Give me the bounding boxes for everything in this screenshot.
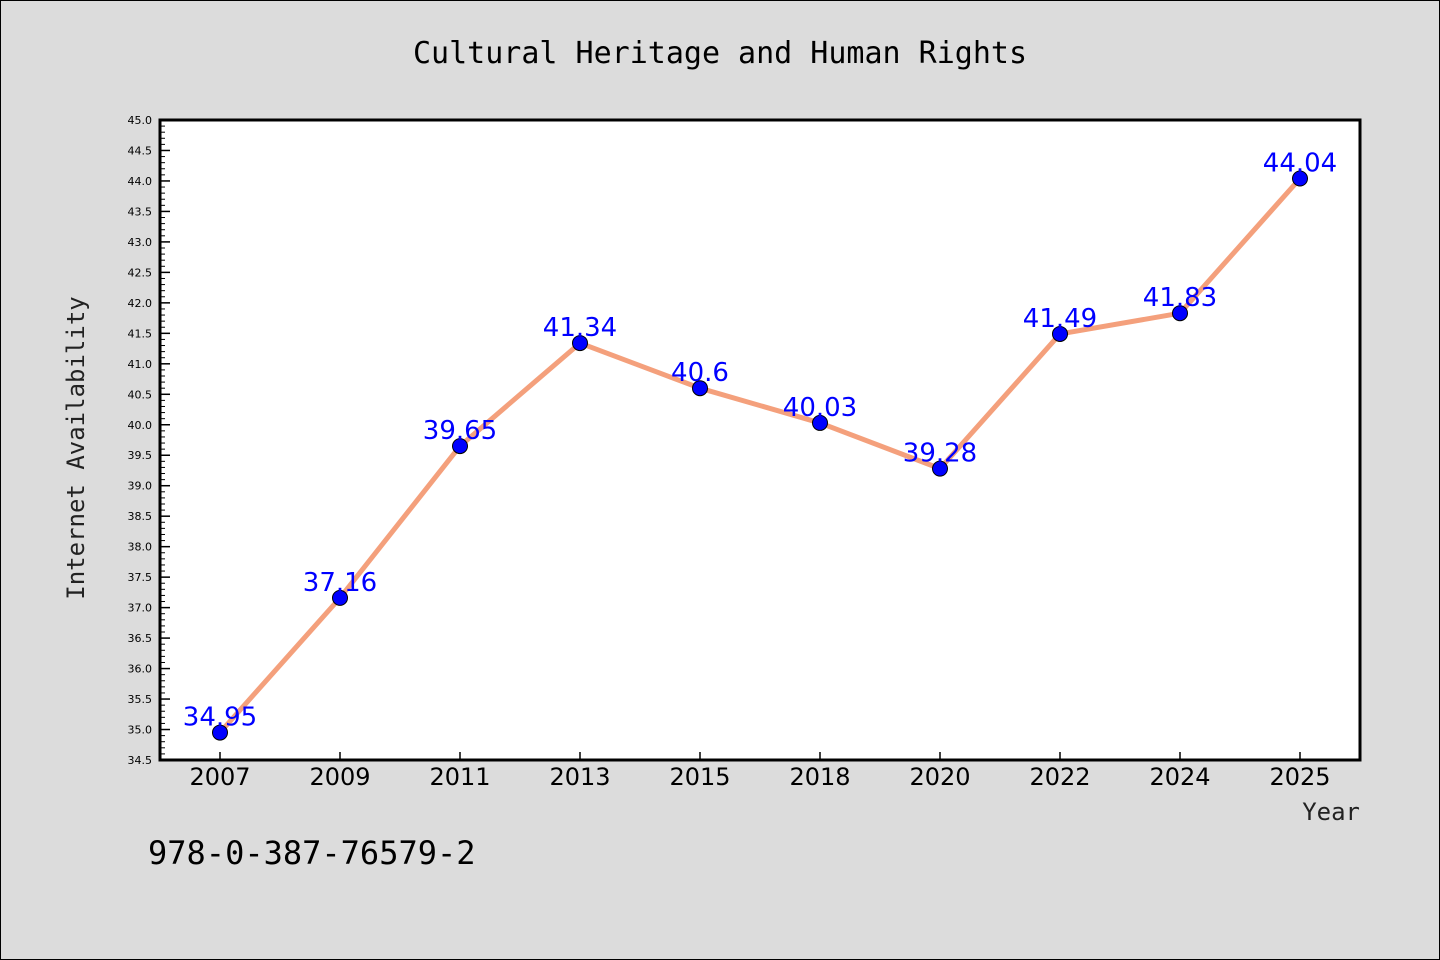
data-label: 40.6	[671, 358, 729, 388]
y-tick-label: 36.5	[128, 632, 153, 645]
data-point	[1172, 305, 1188, 322]
y-tick-label: 37.0	[128, 602, 153, 615]
data-point	[692, 380, 708, 397]
data-label: 41.34	[543, 313, 617, 343]
data-point	[932, 460, 948, 477]
y-tick-label: 39.0	[128, 480, 153, 493]
x-tick-label: 2018	[789, 763, 850, 791]
data-point	[1292, 170, 1308, 187]
y-axis: 34.5 35.0 35.5 36.0 36.5 37.0 37.5 38.0 38.5 39.0…	[128, 114, 170, 767]
data-point	[1052, 325, 1068, 342]
data-labels: 34.95 37.16 39.65 41.34 40.6 40.03 39.28 41.49 4…	[183, 149, 1337, 733]
data-label: 39.65	[423, 416, 497, 446]
y-tick-label: 43.0	[128, 236, 153, 249]
y-tick-label: 43.5	[128, 205, 153, 218]
y-tick-label: 41.5	[128, 327, 153, 340]
x-tick-label: 2009	[309, 763, 370, 791]
x-tick-label: 2015	[669, 763, 730, 791]
data-point	[212, 724, 228, 741]
x-tick-label: 2020	[909, 763, 970, 791]
y-tick-label: 38.5	[128, 510, 153, 523]
y-tick-label: 40.0	[128, 419, 153, 432]
y-tick-label: 36.0	[128, 663, 153, 676]
plot-frame	[158, 118, 1362, 762]
x-axis-label: Year	[1302, 798, 1360, 826]
footer-identifier: 978-0-387-76579-2	[148, 834, 476, 872]
y-axis-label: Internet Availability	[62, 296, 90, 599]
data-label: 40.03	[783, 393, 857, 423]
x-tick-label: 2007	[189, 763, 250, 791]
chart-title: Cultural Heritage and Human Rights	[413, 36, 1027, 71]
y-tick-label: 35.5	[128, 693, 153, 706]
x-tick-label: 2025	[1269, 763, 1330, 791]
data-point	[452, 438, 468, 455]
data-label: 34.95	[183, 703, 257, 733]
data-label: 44.04	[1263, 149, 1337, 179]
x-tick-label: 2024	[1149, 763, 1210, 791]
data-label: 41.49	[1023, 304, 1097, 334]
data-point	[572, 335, 588, 352]
y-tick-label: 45.0	[128, 114, 153, 127]
y-tick-label: 42.0	[128, 297, 153, 310]
series-line	[217, 176, 1303, 736]
y-tick-label: 41.0	[128, 358, 153, 371]
data-label: 37.16	[303, 568, 377, 598]
x-axis: 2007 2009 2011 2013 2015 2018 2020 2022 2024 2025	[189, 752, 1331, 791]
y-tick-label: 38.0	[128, 541, 153, 554]
y-tick-label: 35.0	[128, 724, 153, 737]
plot-area	[160, 120, 1360, 760]
x-tick-label: 2011	[429, 763, 490, 791]
series-markers	[212, 170, 1308, 741]
data-label: 39.28	[903, 439, 977, 469]
y-tick-label: 37.5	[128, 571, 153, 584]
y-tick-label: 34.5	[128, 754, 153, 767]
y-tick-label: 44.5	[128, 144, 153, 157]
data-point	[812, 414, 828, 431]
y-tick-label: 40.5	[128, 388, 153, 401]
data-label: 41.83	[1143, 283, 1217, 313]
x-tick-label: 2013	[549, 763, 610, 791]
y-tick-label: 42.5	[128, 266, 153, 279]
y-tick-label: 39.5	[128, 449, 153, 462]
y-tick-label: 44.0	[128, 175, 153, 188]
x-tick-label: 2022	[1029, 763, 1090, 791]
data-point	[332, 589, 348, 606]
